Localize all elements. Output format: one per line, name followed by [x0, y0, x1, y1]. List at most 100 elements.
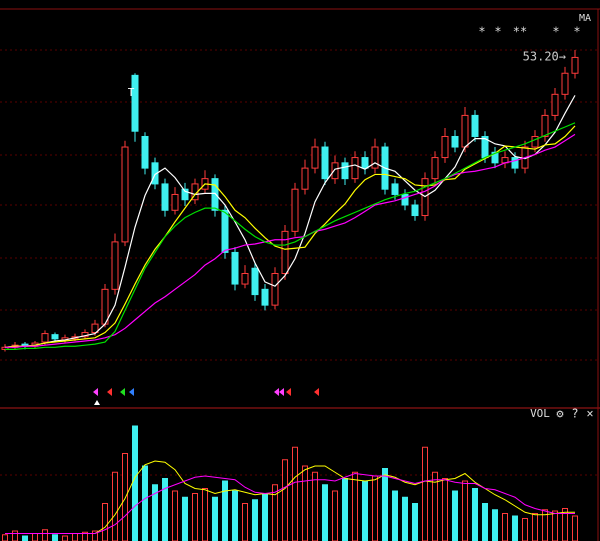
volume-bar	[432, 471, 438, 541]
candle-body	[141, 135, 149, 169]
volume-bar	[12, 530, 18, 541]
candle-body	[451, 135, 459, 148]
candle-body	[461, 114, 469, 148]
volume-bar	[462, 480, 468, 541]
marker: **	[513, 25, 527, 39]
candle-body	[361, 157, 369, 169]
volume-bar	[562, 508, 568, 541]
volume-bar	[342, 478, 348, 541]
candle-body	[51, 334, 59, 340]
volume-bar	[202, 488, 208, 541]
marker: *	[573, 25, 580, 39]
candle-body	[401, 193, 409, 206]
candle-body	[241, 273, 249, 285]
volume-bar	[152, 484, 158, 541]
candle-body	[431, 157, 439, 180]
volume-bar	[452, 490, 458, 541]
candle-body	[441, 135, 449, 159]
volume-bar	[62, 535, 68, 541]
volume-bar	[2, 534, 8, 541]
volume-bar	[382, 468, 388, 541]
candle-body	[471, 114, 479, 137]
candle-body	[371, 146, 379, 169]
flag	[314, 388, 319, 396]
ma-line	[5, 122, 576, 351]
volume-bar	[262, 493, 268, 541]
candle-body	[571, 56, 579, 74]
volume-bar	[142, 465, 148, 541]
candle-body	[411, 204, 419, 217]
candle-body	[541, 114, 549, 137]
marker: *	[478, 25, 485, 39]
candle-body	[531, 135, 539, 148]
volume-bar	[182, 496, 188, 541]
volume-bar	[212, 496, 218, 541]
volume-bar	[402, 496, 408, 541]
volume-bar	[492, 509, 498, 541]
volume-bar	[192, 493, 198, 541]
candle-body	[221, 209, 229, 253]
flag	[279, 388, 284, 396]
ma-line	[4, 95, 576, 348]
candle-body	[301, 167, 309, 190]
candle-body	[391, 183, 399, 195]
volume-bar	[322, 484, 328, 541]
indicator-label: MA	[579, 13, 591, 24]
volume-bar	[512, 515, 518, 541]
candle-body	[231, 251, 239, 285]
candle-body	[161, 183, 169, 211]
candle-body	[551, 93, 559, 116]
candle-body	[181, 188, 189, 201]
candle-body	[561, 72, 569, 95]
volume-bar	[482, 503, 488, 541]
volume-bar	[122, 453, 128, 541]
marker: *	[552, 25, 559, 39]
volume-bar	[32, 533, 38, 541]
volume-bar	[532, 513, 538, 541]
close-button[interactable]: ×	[586, 407, 593, 421]
settings-button[interactable]: ⚙	[556, 407, 564, 421]
volume-bar	[112, 471, 118, 541]
candle-body	[91, 323, 99, 334]
volume-bar	[92, 530, 98, 541]
ma-line	[5, 133, 576, 348]
flag	[94, 400, 100, 405]
volume-bar	[102, 503, 108, 541]
volume-ma-line	[5, 460, 575, 534]
volume-bar	[552, 510, 558, 541]
candle-body	[511, 157, 519, 169]
volume-bar	[232, 490, 238, 541]
volume-bar	[542, 509, 548, 541]
help-button[interactable]: ?	[571, 407, 578, 421]
candle-body	[281, 230, 289, 275]
volume-bar	[132, 425, 138, 541]
volume-bar	[572, 515, 578, 541]
candle-body	[311, 146, 319, 169]
volume-bar	[442, 478, 448, 541]
volume-bar	[362, 480, 368, 541]
volume-bar	[292, 446, 298, 541]
volume-bar	[392, 490, 398, 541]
high-annotation: 53.20→	[523, 50, 566, 64]
flag	[93, 388, 98, 396]
signal-flags	[93, 388, 319, 405]
volume-bar	[522, 518, 528, 541]
flag	[129, 388, 134, 396]
volume-bar	[42, 529, 48, 541]
volume-bar	[312, 471, 318, 541]
candle-body	[121, 146, 129, 243]
volume-bar	[82, 531, 88, 541]
volume-bar	[302, 465, 308, 541]
candle-body	[491, 151, 499, 164]
candle-body	[111, 241, 119, 290]
candle-body	[291, 188, 299, 232]
candle-body	[261, 288, 269, 306]
volume-bar	[52, 534, 58, 541]
candle-body	[341, 162, 349, 180]
volume-bar	[272, 484, 278, 541]
candle-body	[351, 157, 359, 180]
volume-bar	[332, 490, 338, 541]
volume-bar	[352, 471, 358, 541]
candle-body	[251, 267, 259, 296]
